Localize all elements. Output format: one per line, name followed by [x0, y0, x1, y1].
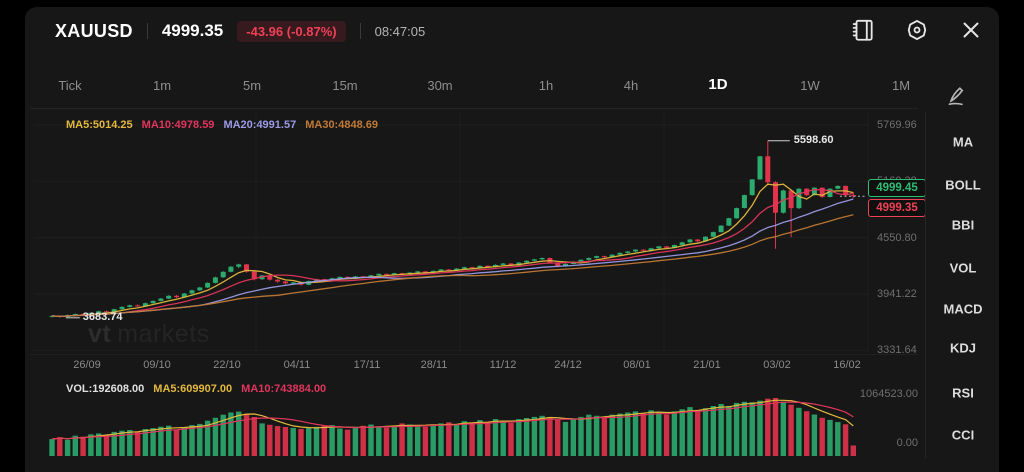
volume-indicator-values: VOL:192608.00 MA5:609907.00 MA10:743884.… — [66, 383, 326, 395]
ma20-value: MA20:4991.57 — [223, 119, 297, 131]
ma5-value: MA5:5014.25 — [66, 119, 133, 131]
price-axis-label: 4550.80 — [877, 231, 917, 244]
chart-panel — [25, 7, 999, 472]
settings-gear-icon[interactable] — [904, 17, 930, 43]
tab-4h[interactable]: 4h — [623, 78, 639, 93]
price-change-badge: -43.96 (-0.87%) — [237, 20, 346, 42]
tab-1m[interactable]: 1m — [152, 78, 172, 93]
broker-watermark: vt markets — [88, 320, 210, 349]
ma-indicator-values: MA5:5014.25 MA10:4978.59 MA20:4991.57 MA… — [66, 119, 378, 131]
tab-tick[interactable]: Tick — [58, 78, 82, 93]
date-axis-label: 16/02 — [833, 359, 861, 371]
date-axis-label: 04/11 — [283, 359, 311, 371]
volume-ma5-value: MA5:609907.00 — [153, 383, 233, 395]
tabs-divider — [30, 108, 918, 109]
date-axis-label: 11/12 — [489, 359, 517, 371]
sidebar-item-kdj[interactable]: KDJ — [949, 340, 976, 356]
tab-15m[interactable]: 15m — [332, 78, 358, 93]
date-axis-label: 03/02 — [763, 359, 791, 371]
volume-axis-max: 1064523.00 — [859, 388, 918, 400]
low-price-annotation: 3683.74 — [82, 310, 123, 323]
date-axis-label: 17/11 — [353, 359, 381, 371]
date-axis-label: 28/11 — [420, 359, 448, 371]
date-axis-label: 09/10 — [143, 359, 171, 371]
ma10-value: MA10:4978.59 — [141, 119, 215, 131]
draw-pencil-icon[interactable] — [944, 82, 970, 108]
price-tag-green: 4999.45 — [868, 179, 926, 197]
header-divider — [359, 23, 361, 39]
sidebar-item-boll[interactable]: BOLL — [945, 177, 981, 193]
date-axis-label: 24/12 — [554, 359, 582, 371]
price-axis-label: 3941.22 — [877, 287, 917, 300]
volume-value: VOL:192608.00 — [66, 383, 145, 395]
orderbook-icon[interactable] — [850, 17, 876, 43]
header-divider — [146, 23, 148, 39]
tab-1w[interactable]: 1W — [800, 78, 820, 93]
tab-1d[interactable]: 1D — [708, 76, 728, 93]
sidebar-item-cci[interactable]: CCI — [951, 427, 975, 443]
tab-1m[interactable]: 1M — [891, 78, 911, 93]
tab-1h[interactable]: 1h — [538, 78, 554, 93]
watermark-bold: vt — [88, 320, 112, 348]
tab-5m[interactable]: 5m — [242, 78, 262, 93]
price-tag-red: 4999.35 — [868, 199, 926, 217]
header-actions — [850, 17, 984, 43]
sidebar-divider — [925, 112, 926, 458]
volume-ma10-value: MA10:743884.00 — [241, 383, 327, 395]
price-axis-label: 5769.96 — [877, 119, 917, 131]
symbol-name: XAUUSD — [55, 20, 133, 41]
high-price-annotation: 5598.60 — [793, 133, 834, 146]
sidebar-item-bbi[interactable]: BBI — [951, 217, 975, 233]
sidebar-item-rsi[interactable]: RSI — [952, 385, 974, 401]
tab-30m[interactable]: 30m — [427, 78, 453, 93]
sidebar-item-macd[interactable]: MACD — [943, 301, 983, 317]
watermark-light: markets — [117, 320, 210, 348]
chart-axis-divider — [30, 354, 918, 355]
close-icon[interactable] — [958, 17, 984, 43]
volume-axis-min: 0.00 — [896, 437, 918, 449]
ma30-value: MA30:4848.69 — [305, 119, 378, 131]
header: XAUUSD 4999.35 -43.96 (-0.87%) 08:47:05 — [55, 15, 425, 47]
date-axis-label: 22/10 — [213, 359, 241, 371]
price-axis-label: 3331.64 — [877, 344, 917, 357]
sidebar-item-ma[interactable]: MA — [952, 134, 974, 150]
date-axis-label: 08/01 — [623, 359, 651, 371]
sidebar-item-vol[interactable]: VOL — [949, 260, 977, 276]
date-axis-label: 21/01 — [693, 359, 721, 371]
server-time: 08:47:05 — [374, 23, 426, 39]
last-price: 4999.35 — [161, 21, 224, 40]
date-axis-label: 26/09 — [73, 359, 101, 371]
